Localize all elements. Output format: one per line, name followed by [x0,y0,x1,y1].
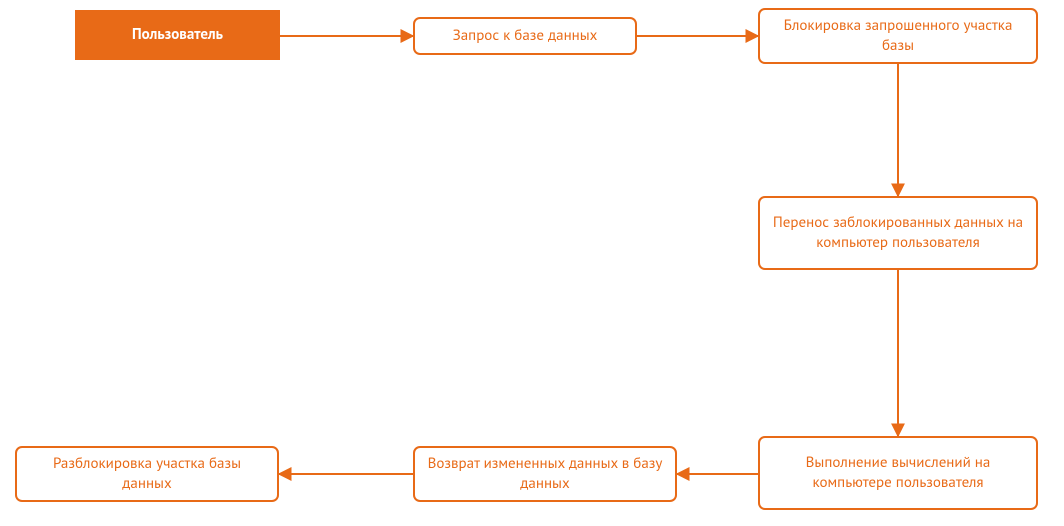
node-user: Пользователь [75,10,280,60]
node-label: Выполнение вычислений на компьютере поль… [772,453,1024,494]
node-label: Блокировка запрошенного участка базы [772,16,1024,57]
node-lock: Блокировка запрошенного участка базы [758,8,1038,64]
flowchart-canvas: Пользователь Запрос к базе данных Блокиров… [0,0,1064,526]
node-return: Возврат измененных данных в базу данных [413,446,677,502]
node-unlock: Разблокировка участка базы данных [15,446,279,502]
node-label: Перенос заблокированных данных на компью… [772,213,1024,254]
node-label: Пользователь [132,25,223,45]
node-label: Возврат измененных данных в базу данных [427,454,663,495]
node-xfer: Перенос заблокированных данных на компью… [758,196,1038,270]
node-calc: Выполнение вычислений на компьютере поль… [758,436,1038,510]
node-query: Запрос к базе данных [413,17,637,55]
node-label: Запрос к базе данных [453,26,598,46]
node-label: Разблокировка участка базы данных [29,454,265,495]
